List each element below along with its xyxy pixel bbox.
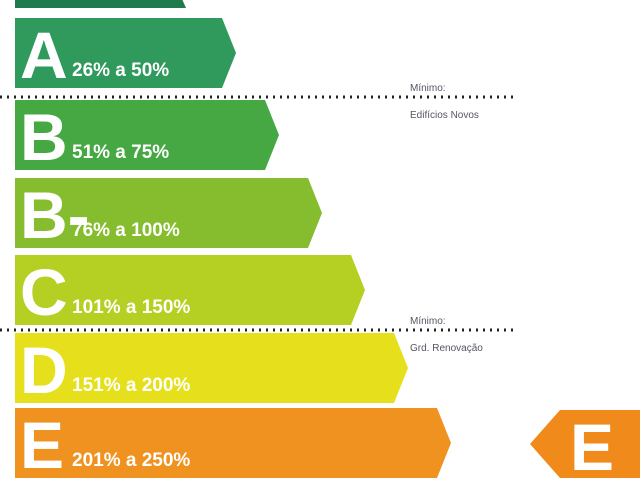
band-range: 51% a 75% <box>72 142 169 163</box>
rating-band <box>15 18 236 88</box>
rating-band <box>15 408 451 478</box>
band-range: 76% a 100% <box>72 220 180 241</box>
rating-band <box>15 333 408 403</box>
band-letter: C <box>20 255 68 329</box>
band-letter: D <box>20 333 68 407</box>
threshold-sublabel: Edifícios Novos <box>410 110 479 121</box>
band-range: 101% a 150% <box>72 297 190 318</box>
threshold-label: Mínimo: <box>410 316 446 327</box>
band-letter: B- <box>20 178 90 252</box>
band-letter: E <box>20 408 64 480</box>
band-range: 26% a 50% <box>72 60 169 81</box>
rating-letter: E <box>570 410 614 480</box>
threshold-label: Mínimo: <box>410 83 446 94</box>
threshold-sublabel: Grd. Renovação <box>410 343 483 354</box>
band-letter: B <box>20 100 68 174</box>
rating-band <box>15 100 279 170</box>
rating-band <box>15 178 322 248</box>
rating-band <box>15 255 365 325</box>
band-range: 201% a 250% <box>72 450 190 471</box>
band-range: 151% a 200% <box>72 375 190 396</box>
rating-indicator <box>530 410 640 478</box>
partial-band <box>15 0 186 8</box>
band-letter: A <box>20 18 68 92</box>
